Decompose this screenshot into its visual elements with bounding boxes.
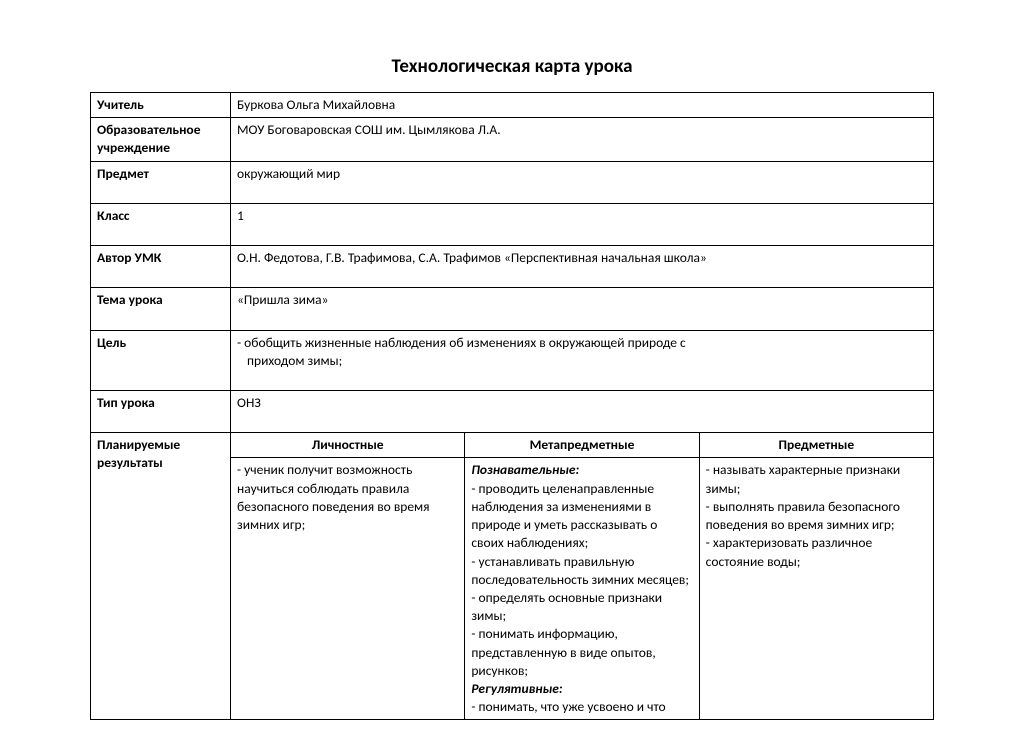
col-personal: Личностные [231,433,465,458]
subject-line1: - называть характерные признаки зимы; [706,461,900,496]
label-results: Планируемые результаты [91,433,231,720]
meta-heading-regulatory: Регулятивные: [471,680,562,697]
subject-line3: - характеризовать различное состояние во… [706,534,873,569]
label-institution: Образовательное учреждение [91,118,231,161]
value-teacher: Буркова Ольга Михайловна [231,93,934,118]
page-title: Технологическая карта урока [90,55,934,78]
subject-line2: - выполнять правила безопасного поведени… [706,498,900,533]
label-umk: Автор УМК [91,246,231,288]
col-subject: Предметные [699,433,933,458]
goal-line1: - обобщить жизненные наблюдения об измен… [237,334,686,351]
row-subject: Предмет окружающий мир [91,161,934,203]
value-type: ОНЗ [231,390,934,432]
row-topic: Тема урока «Пришла зима» [91,288,934,330]
meta-line5: - понимать, что уже усвоено и что [471,698,665,715]
meta-heading-cognitive: Познавательные: [471,461,579,478]
meta-line4: - понимать информацию, представленную в … [471,625,655,678]
label-topic: Тема урока [91,288,231,330]
value-umk: О.Н. Федотова, Г.В. Трафимова, С.А. Траф… [231,246,934,288]
row-institution: Образовательное учреждение МОУ Боговаров… [91,118,934,161]
value-subject: окружающий мир [231,161,934,203]
row-class: Класс 1 [91,203,934,245]
value-institution: МОУ Боговаровская СОШ им. Цымлякова Л.А. [231,118,934,161]
meta-line2: - устанавливать правильную последователь… [471,553,689,588]
value-topic: «Пришла зима» [231,288,934,330]
cell-meta: Познавательные: - проводить целенаправле… [465,458,699,720]
row-goal: Цель - обобщить жизненные наблюдения об … [91,330,934,390]
goal-line2: приходом зимы; [237,352,927,370]
row-type: Тип урока ОНЗ [91,390,934,432]
lesson-card-table: Учитель Буркова Ольга Михайловна Образов… [90,92,934,720]
row-teacher: Учитель Буркова Ольга Михайловна [91,93,934,118]
cell-subject: - называть характерные признаки зимы; - … [699,458,933,720]
row-umk: Автор УМК О.Н. Федотова, Г.В. Трафимова,… [91,246,934,288]
meta-line1: - проводить целенаправленные наблюдения … [471,480,657,552]
label-teacher: Учитель [91,93,231,118]
meta-line3: - определять основные признаки зимы; [471,589,662,624]
label-class: Класс [91,203,231,245]
value-goal: - обобщить жизненные наблюдения об измен… [231,330,934,390]
label-goal: Цель [91,330,231,390]
col-meta: Метапредметные [465,433,699,458]
label-subject: Предмет [91,161,231,203]
value-class: 1 [231,203,934,245]
cell-personal: - ученик получит возможность научиться с… [231,458,465,720]
label-type: Тип урока [91,390,231,432]
row-results-header: Планируемые результаты Личностные Метапр… [91,433,934,458]
